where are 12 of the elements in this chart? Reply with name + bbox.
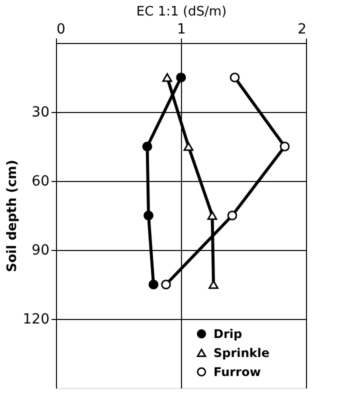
x-axis-title: EC 1:1 (dS/m)	[136, 4, 227, 20]
y-tick-label: 90	[32, 242, 50, 258]
y-tick-label: 30	[32, 104, 50, 120]
y-tick-label: 120	[22, 312, 50, 328]
y-axis-title: Soil depth (cm)	[4, 160, 20, 272]
legend-label: Drip	[214, 326, 242, 341]
y-tick-label: 60	[32, 174, 50, 190]
x-tick-label: 2	[298, 22, 306, 38]
x-tick-label: 0	[56, 22, 66, 38]
legend-label: Sprinkle	[214, 346, 270, 360]
x-tick-label: 1	[177, 22, 186, 38]
legend-label: Furrow	[214, 364, 261, 379]
